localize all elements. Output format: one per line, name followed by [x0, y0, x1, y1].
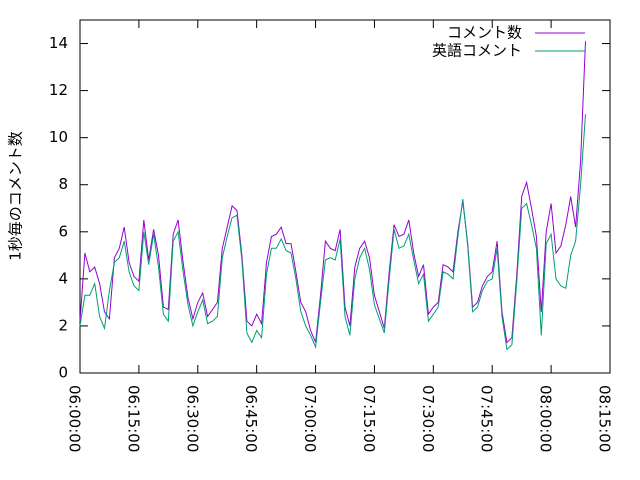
y-tick-label: 6	[58, 222, 68, 240]
x-tick-label: 06:00:00	[66, 385, 84, 452]
x-tick-label: 08:15:00	[596, 385, 614, 452]
y-tick-label: 12	[49, 81, 68, 99]
plot-border	[79, 19, 611, 374]
x-tick-label: 06:45:00	[242, 385, 260, 452]
x-tick-label: 07:00:00	[301, 385, 319, 452]
series-line	[79, 114, 586, 351]
y-tick-label: 0	[58, 364, 68, 382]
x-tick-label: 08:00:00	[537, 385, 555, 452]
y-tick-label: 10	[49, 128, 68, 146]
legend-label: 英語コメント	[432, 42, 522, 60]
y-tick-label: 8	[58, 175, 68, 193]
x-tick-label: 06:30:00	[183, 385, 201, 452]
legend-label: コメント数	[447, 24, 522, 42]
series-line	[79, 41, 586, 344]
x-tick-label: 07:15:00	[360, 385, 378, 452]
y-tick-label: 14	[49, 34, 68, 52]
y-tick-label: 2	[58, 316, 68, 334]
x-tick-label: 06:15:00	[124, 385, 142, 452]
x-tick-label: 07:30:00	[419, 385, 437, 452]
x-tick-label: 07:45:00	[478, 385, 496, 452]
y-tick-label: 4	[58, 269, 68, 287]
y-axis-label: 1秒毎のコメント数	[7, 131, 25, 261]
